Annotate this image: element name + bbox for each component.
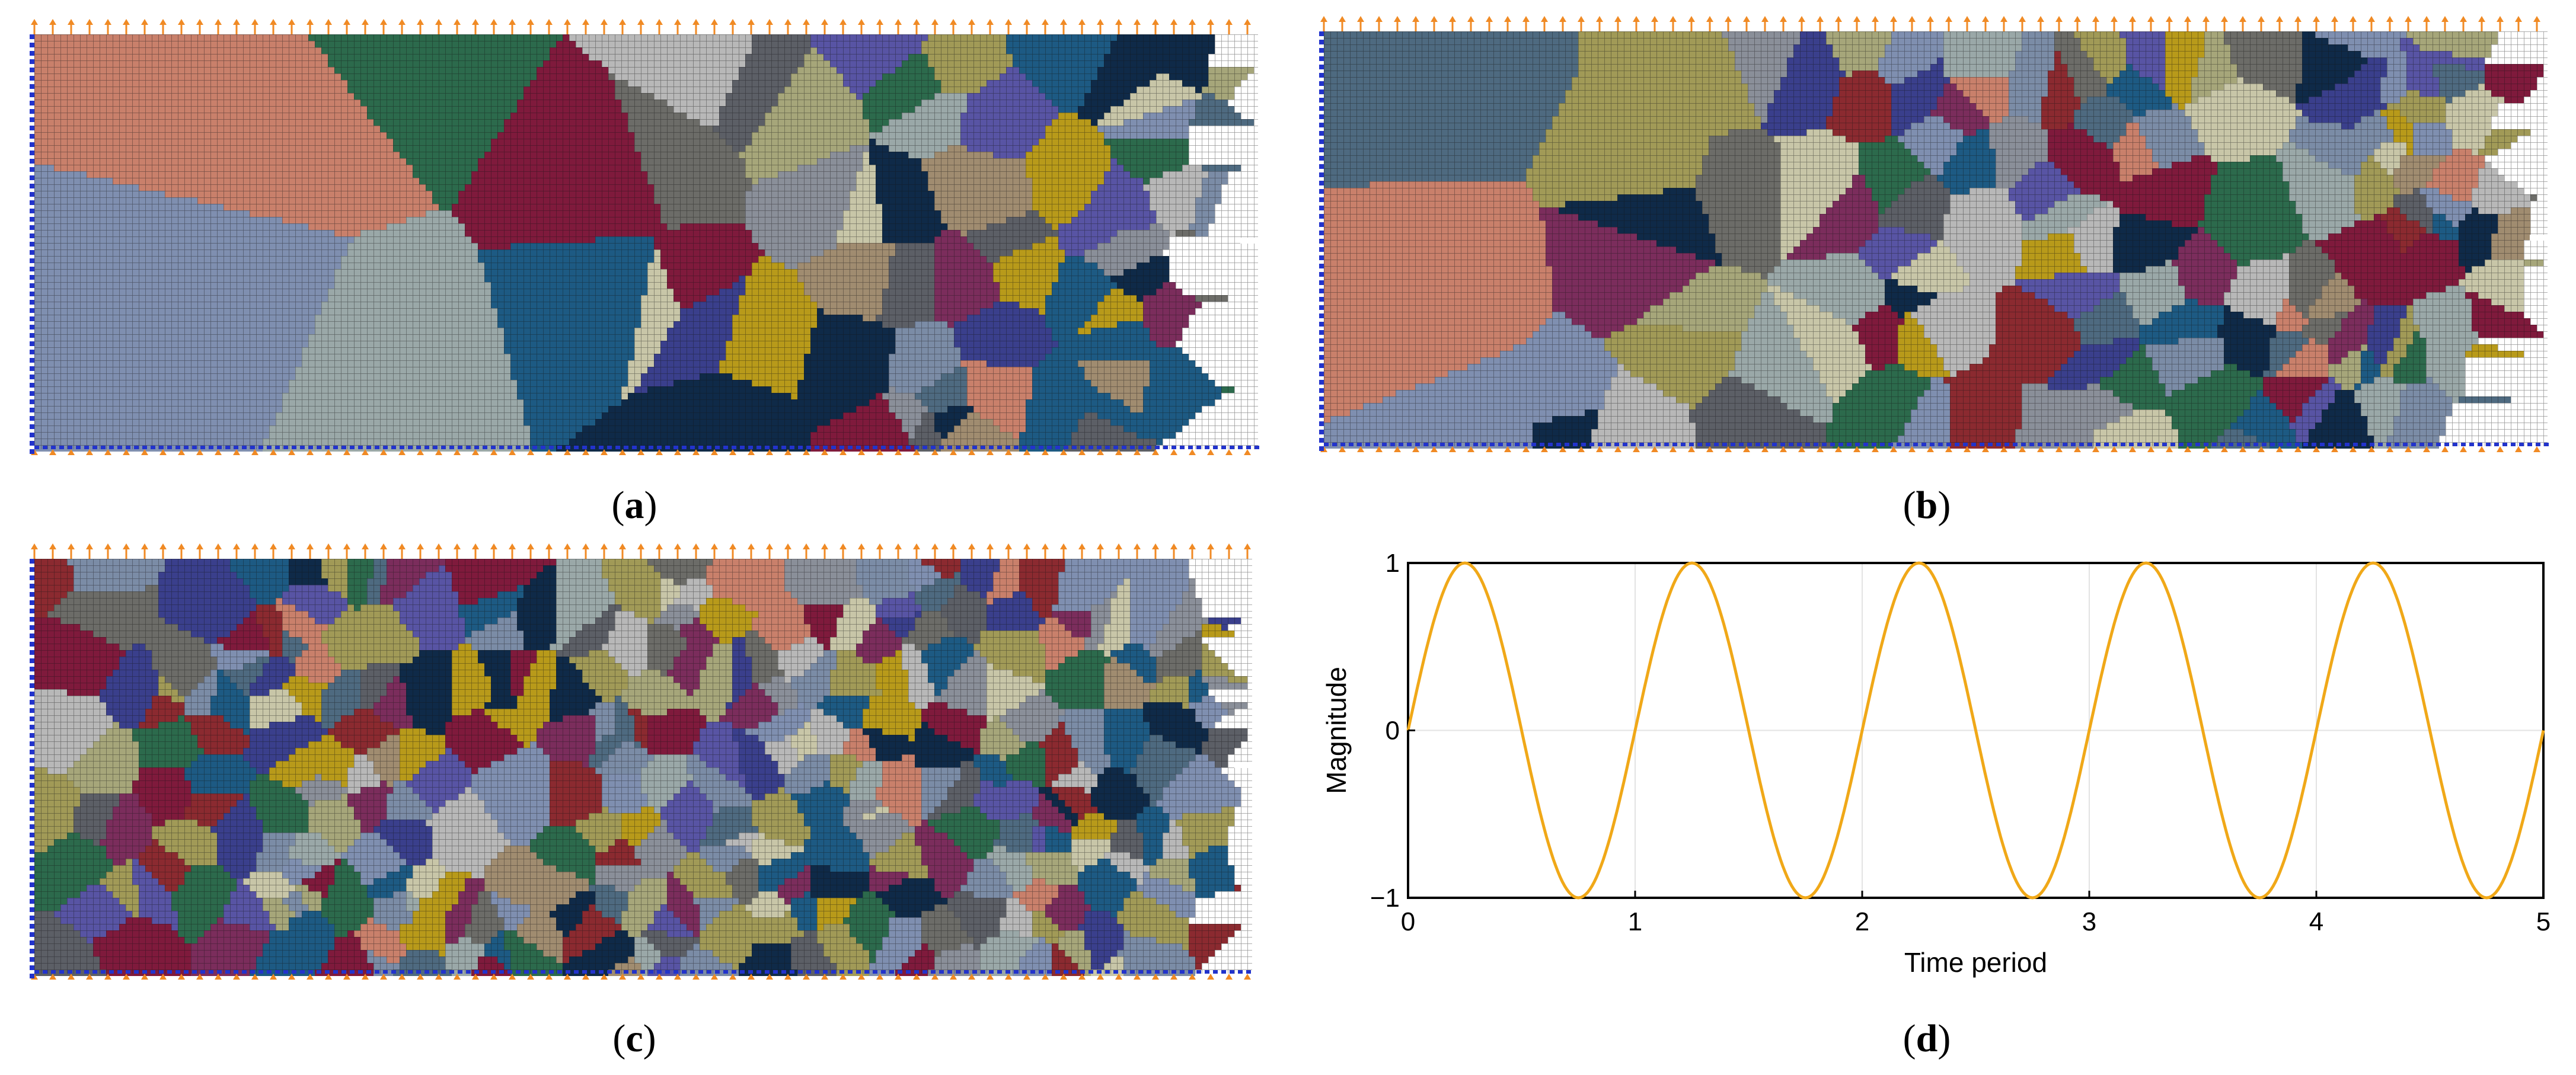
- y-tick-label: −1: [1370, 884, 1400, 913]
- grain-mesh-c: [30, 543, 1252, 980]
- y-axis-label: Magnitude: [1321, 667, 1352, 794]
- panel-c-mesh-grid: [34, 559, 1252, 974]
- x-tick-label: 0: [1401, 907, 1415, 936]
- panel-a-load-arrows: [31, 19, 1251, 455]
- panel-b-load-arrows: [1320, 16, 2540, 452]
- panel-c-microstructure: [24, 542, 1263, 993]
- caption-a: (a): [611, 484, 657, 527]
- panel-a-mesh-grid: [34, 34, 1258, 449]
- panel-b-boundary-markers: [1319, 31, 2549, 451]
- x-tick-label: 3: [2082, 907, 2096, 936]
- panel-d-chart: 0 1 2 3 4 5 1 0 −1 Time period Magnitude: [1310, 549, 2561, 1010]
- grain-mesh-a: [30, 19, 1259, 455]
- x-tick-label: 2: [1855, 907, 1869, 936]
- x-tick-label: 1: [1628, 907, 1642, 936]
- caption-d: (d): [1903, 1017, 1951, 1060]
- axis-ticks: 0 1 2 3 4 510−1: [1370, 549, 2551, 936]
- caption-b: (b): [1903, 484, 1951, 527]
- x-tick-label: 4: [2309, 907, 2323, 936]
- panel-a-boundary-markers: [30, 34, 1259, 454]
- panel-b-microstructure: [1313, 15, 2558, 465]
- panel-a-microstructure: [24, 18, 1269, 468]
- x-tick-label: 5: [2536, 907, 2551, 936]
- x-axis-label: Time period: [1904, 947, 2047, 978]
- y-tick-label: 0: [1386, 716, 1400, 746]
- panel-b-mesh-grid: [1324, 31, 2548, 446]
- caption-c: (c): [612, 1017, 656, 1060]
- grain-mesh-b: [1319, 16, 2549, 452]
- y-tick-label: 1: [1386, 551, 1400, 578]
- sine-chart: 0 1 2 3 4 510−1 Time period Magnitude: [1321, 549, 2551, 978]
- sine-series-line: [1406, 561, 2545, 900]
- panel-c-load-arrows: [31, 543, 1251, 980]
- panel-c-boundary-markers: [30, 559, 1252, 978]
